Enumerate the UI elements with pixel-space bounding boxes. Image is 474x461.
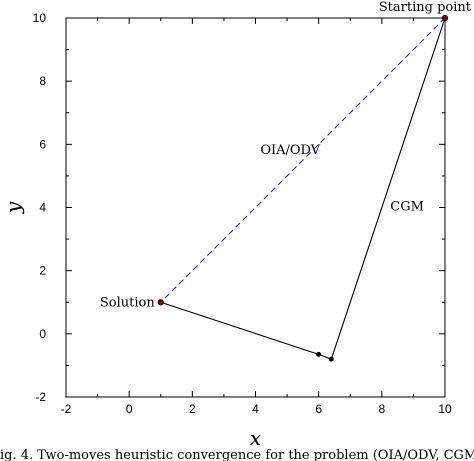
y-axis-label: y [1,201,25,214]
series-line-cgm [160,17,446,360]
y-tick-label: -2 [35,390,46,404]
x-tick-label: 4 [252,402,259,416]
series-annotation: OIA/ODV [260,143,320,158]
x-axis-label: x [250,426,261,450]
series-line-oia-odv [160,17,446,303]
data-point [328,356,334,362]
y-tick-label: 8 [39,74,46,88]
x-axis-ticks: -2 0 2 4 6 8 10 [61,18,452,416]
points-layer [157,14,449,362]
data-point [157,299,164,306]
series-annotation: CGM [390,200,424,215]
x-tick-label: -2 [61,402,72,416]
y-tick-label: 4 [39,201,46,215]
y-tick-label: 10 [33,11,47,25]
data-point [316,351,322,357]
x-tick-label: 0 [126,402,133,416]
series-layer [160,17,446,360]
x-tick-label: 10 [438,402,452,416]
point-label: Solution [100,295,155,310]
x-tick-label: 6 [315,402,322,416]
figure-caption: ig. 4. Two-moves heuristic convergence f… [0,448,474,461]
y-tick-label: 2 [39,264,46,278]
y-axis-ticks: -2 0 2 4 6 8 10 [33,11,445,404]
x-tick-label: 8 [378,402,385,416]
y-tick-label: 6 [39,137,46,151]
y-tick-label: 0 [39,327,46,341]
point-label: Starting point [379,0,472,15]
labels-layer: Starting point Solution OIA/ODV CGM [100,0,472,310]
data-point [441,14,449,22]
x-tick-label: 2 [189,402,196,416]
